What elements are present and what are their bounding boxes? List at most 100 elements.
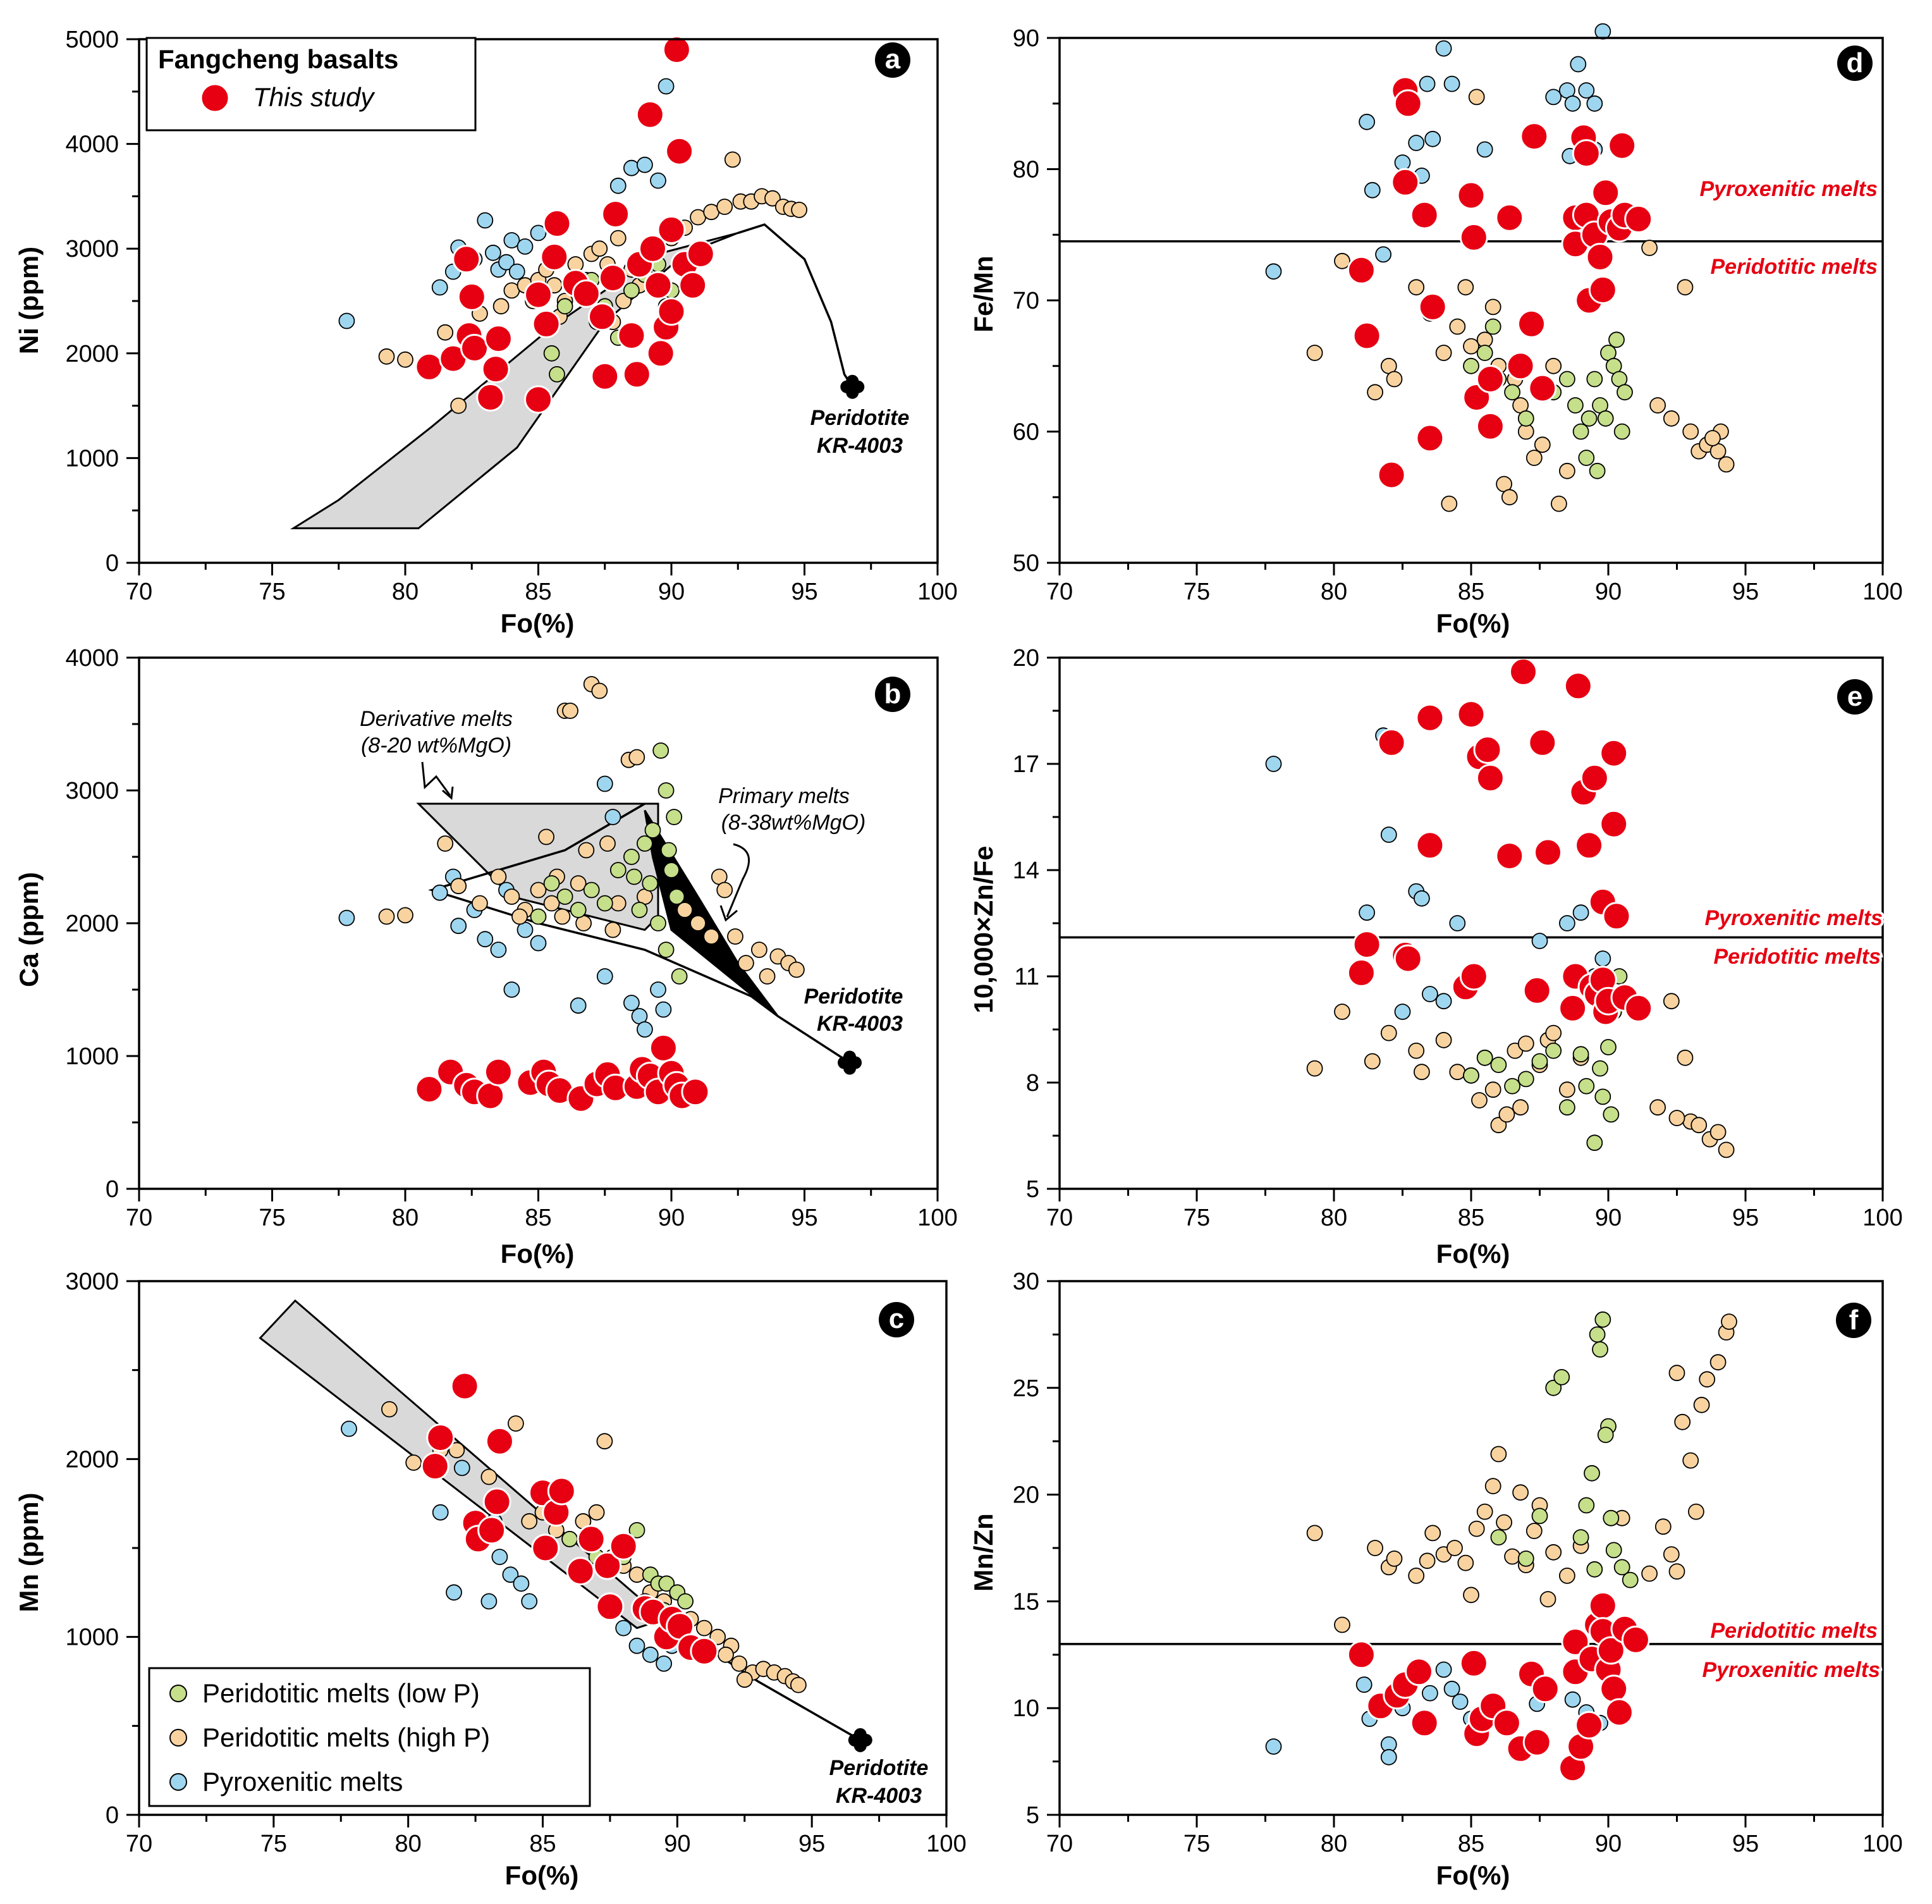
data-point-high_p	[562, 703, 578, 719]
data-point-this_study	[566, 1557, 595, 1586]
primary-melts-arrowhead	[719, 905, 738, 922]
data-point-this_study	[450, 1372, 479, 1401]
data-point-high_p	[1512, 1484, 1529, 1501]
data-point-low_p	[1594, 1088, 1611, 1105]
data-point-low_p	[1558, 371, 1575, 388]
data-point-pyroxenitic	[517, 238, 534, 255]
data-point-this_study	[572, 279, 601, 308]
series-high_p-d	[1306, 89, 1735, 512]
data-point-high_p	[397, 907, 413, 924]
data-point-low_p	[1572, 1046, 1589, 1063]
data-point-this_study	[1391, 168, 1420, 197]
y-tick-label: 1000	[65, 1625, 119, 1651]
peridotite-label-b: Peridotite	[804, 985, 903, 1009]
data-point-low_p	[1463, 1067, 1479, 1084]
data-point-low_p	[609, 862, 627, 878]
data-point-this_study	[1410, 200, 1439, 230]
plot-f: 70 75 80 85 90 95 100 5 10 15 20 25 30	[1013, 1268, 1903, 1857]
data-point-high_p	[1484, 1478, 1501, 1495]
data-point-high_p	[759, 968, 776, 985]
data-point-low_p	[1605, 1542, 1622, 1559]
data-point-low_p	[657, 942, 675, 958]
legend-top-box	[145, 37, 477, 132]
data-point-pyroxenitic	[431, 884, 448, 901]
data-point-high_p	[1306, 1060, 1323, 1077]
data-point-high_p	[1419, 1552, 1436, 1569]
y-tick-label: 17	[1013, 751, 1039, 778]
data-point-high_p	[718, 1646, 734, 1663]
data-point-this_study	[1405, 1657, 1433, 1686]
data-point-low_p	[1572, 1529, 1589, 1546]
data-point-this_study	[540, 242, 569, 271]
data-point-this_study	[1476, 365, 1505, 393]
data-point-this_study	[1561, 1628, 1590, 1656]
peridotite-marker-lobe	[852, 380, 865, 393]
y-tick-label: 20	[1013, 645, 1039, 672]
x-tick-label: 70	[126, 1831, 152, 1857]
data-point-pyroxenitic	[1564, 95, 1581, 112]
data-point-this_study	[1586, 243, 1615, 271]
data-point-high_p	[450, 397, 467, 414]
y-axis-label-c: Mn (ppm)	[14, 1493, 44, 1612]
data-point-this_study	[415, 1075, 444, 1103]
data-point-this_study	[1624, 993, 1653, 1023]
data-point-low_p	[623, 849, 640, 865]
peridotite-id-c: KR-4003	[836, 1784, 922, 1808]
data-point-low_p	[1578, 1497, 1595, 1514]
data-point-high_p	[738, 955, 754, 971]
data-point-this_study	[460, 334, 489, 362]
data-point-pyroxenitic	[1265, 756, 1282, 772]
data-point-pyroxenitic	[341, 1420, 357, 1437]
data-point-high_p	[1525, 450, 1543, 466]
data-point-high_p	[1668, 1563, 1685, 1580]
data-point-low_p	[1603, 1106, 1620, 1123]
peridotite-marker-lobe	[848, 1733, 861, 1747]
x-axis-label-a: Fo(%)	[501, 608, 575, 638]
x-tick-label: 90	[664, 1831, 690, 1857]
data-point-pyroxenitic	[1531, 933, 1548, 949]
data-point-high_p	[530, 881, 547, 899]
plot-e: 70 75 80 85 90 95 100 5 8 11 14 17 20	[1013, 645, 1903, 1231]
data-point-high_p	[1699, 1371, 1716, 1388]
data-point-high_p	[1386, 371, 1403, 388]
y-tick-label: 0	[106, 550, 119, 577]
data-point-high_p	[1484, 1081, 1501, 1098]
data-point-high_p	[1649, 397, 1666, 414]
legend-bottom: Peridotitic melts (low P) Peridotitic me…	[148, 1667, 591, 1807]
x-tick-label: 85	[1458, 1205, 1484, 1231]
data-point-high_p	[1435, 345, 1452, 361]
x-tick-label: 80	[395, 1831, 422, 1857]
y-tick-label: 90	[1013, 25, 1039, 52]
data-point-low_p	[549, 366, 565, 383]
y-tick-label: 3000	[65, 1268, 119, 1295]
data-point-high_p	[1457, 1554, 1474, 1571]
data-point-this_study	[665, 137, 694, 166]
data-point-this_study	[1476, 763, 1505, 792]
data-point-this_study	[1410, 1709, 1439, 1738]
panel-letter-e: e	[1847, 681, 1862, 712]
peridotite-marker-lobe	[859, 1733, 872, 1747]
data-point-low_p	[1580, 410, 1598, 427]
x-tick-label: 100	[917, 579, 957, 605]
data-point-this_study	[1352, 930, 1381, 959]
data-point-high_p	[1677, 279, 1694, 296]
y-axis-label-f: Mn/Zn	[969, 1513, 998, 1592]
data-point-pyroxenitic	[431, 279, 448, 296]
data-point-pyroxenitic	[498, 254, 515, 271]
data-point-low_p	[543, 875, 560, 892]
data-point-low_p	[556, 298, 573, 315]
data-point-pyroxenitic	[655, 1001, 672, 1018]
data-point-high_p	[1718, 1141, 1735, 1158]
data-point-this_study	[1377, 728, 1406, 757]
data-point-high_p	[1649, 1099, 1666, 1116]
data-point-high_p	[1525, 1523, 1543, 1539]
data-point-high_p	[1413, 1064, 1430, 1081]
x-tick-label: 90	[658, 579, 685, 605]
data-point-low_p	[623, 282, 640, 299]
panel-badge-a	[875, 42, 910, 78]
peridotite-id-b: KR-4003	[817, 1012, 903, 1036]
legend-bottom-box	[148, 1667, 591, 1807]
data-point-high_p	[1663, 993, 1680, 1010]
data-point-low_p	[1589, 1326, 1606, 1343]
series-high_p-f	[1306, 1313, 1737, 1633]
